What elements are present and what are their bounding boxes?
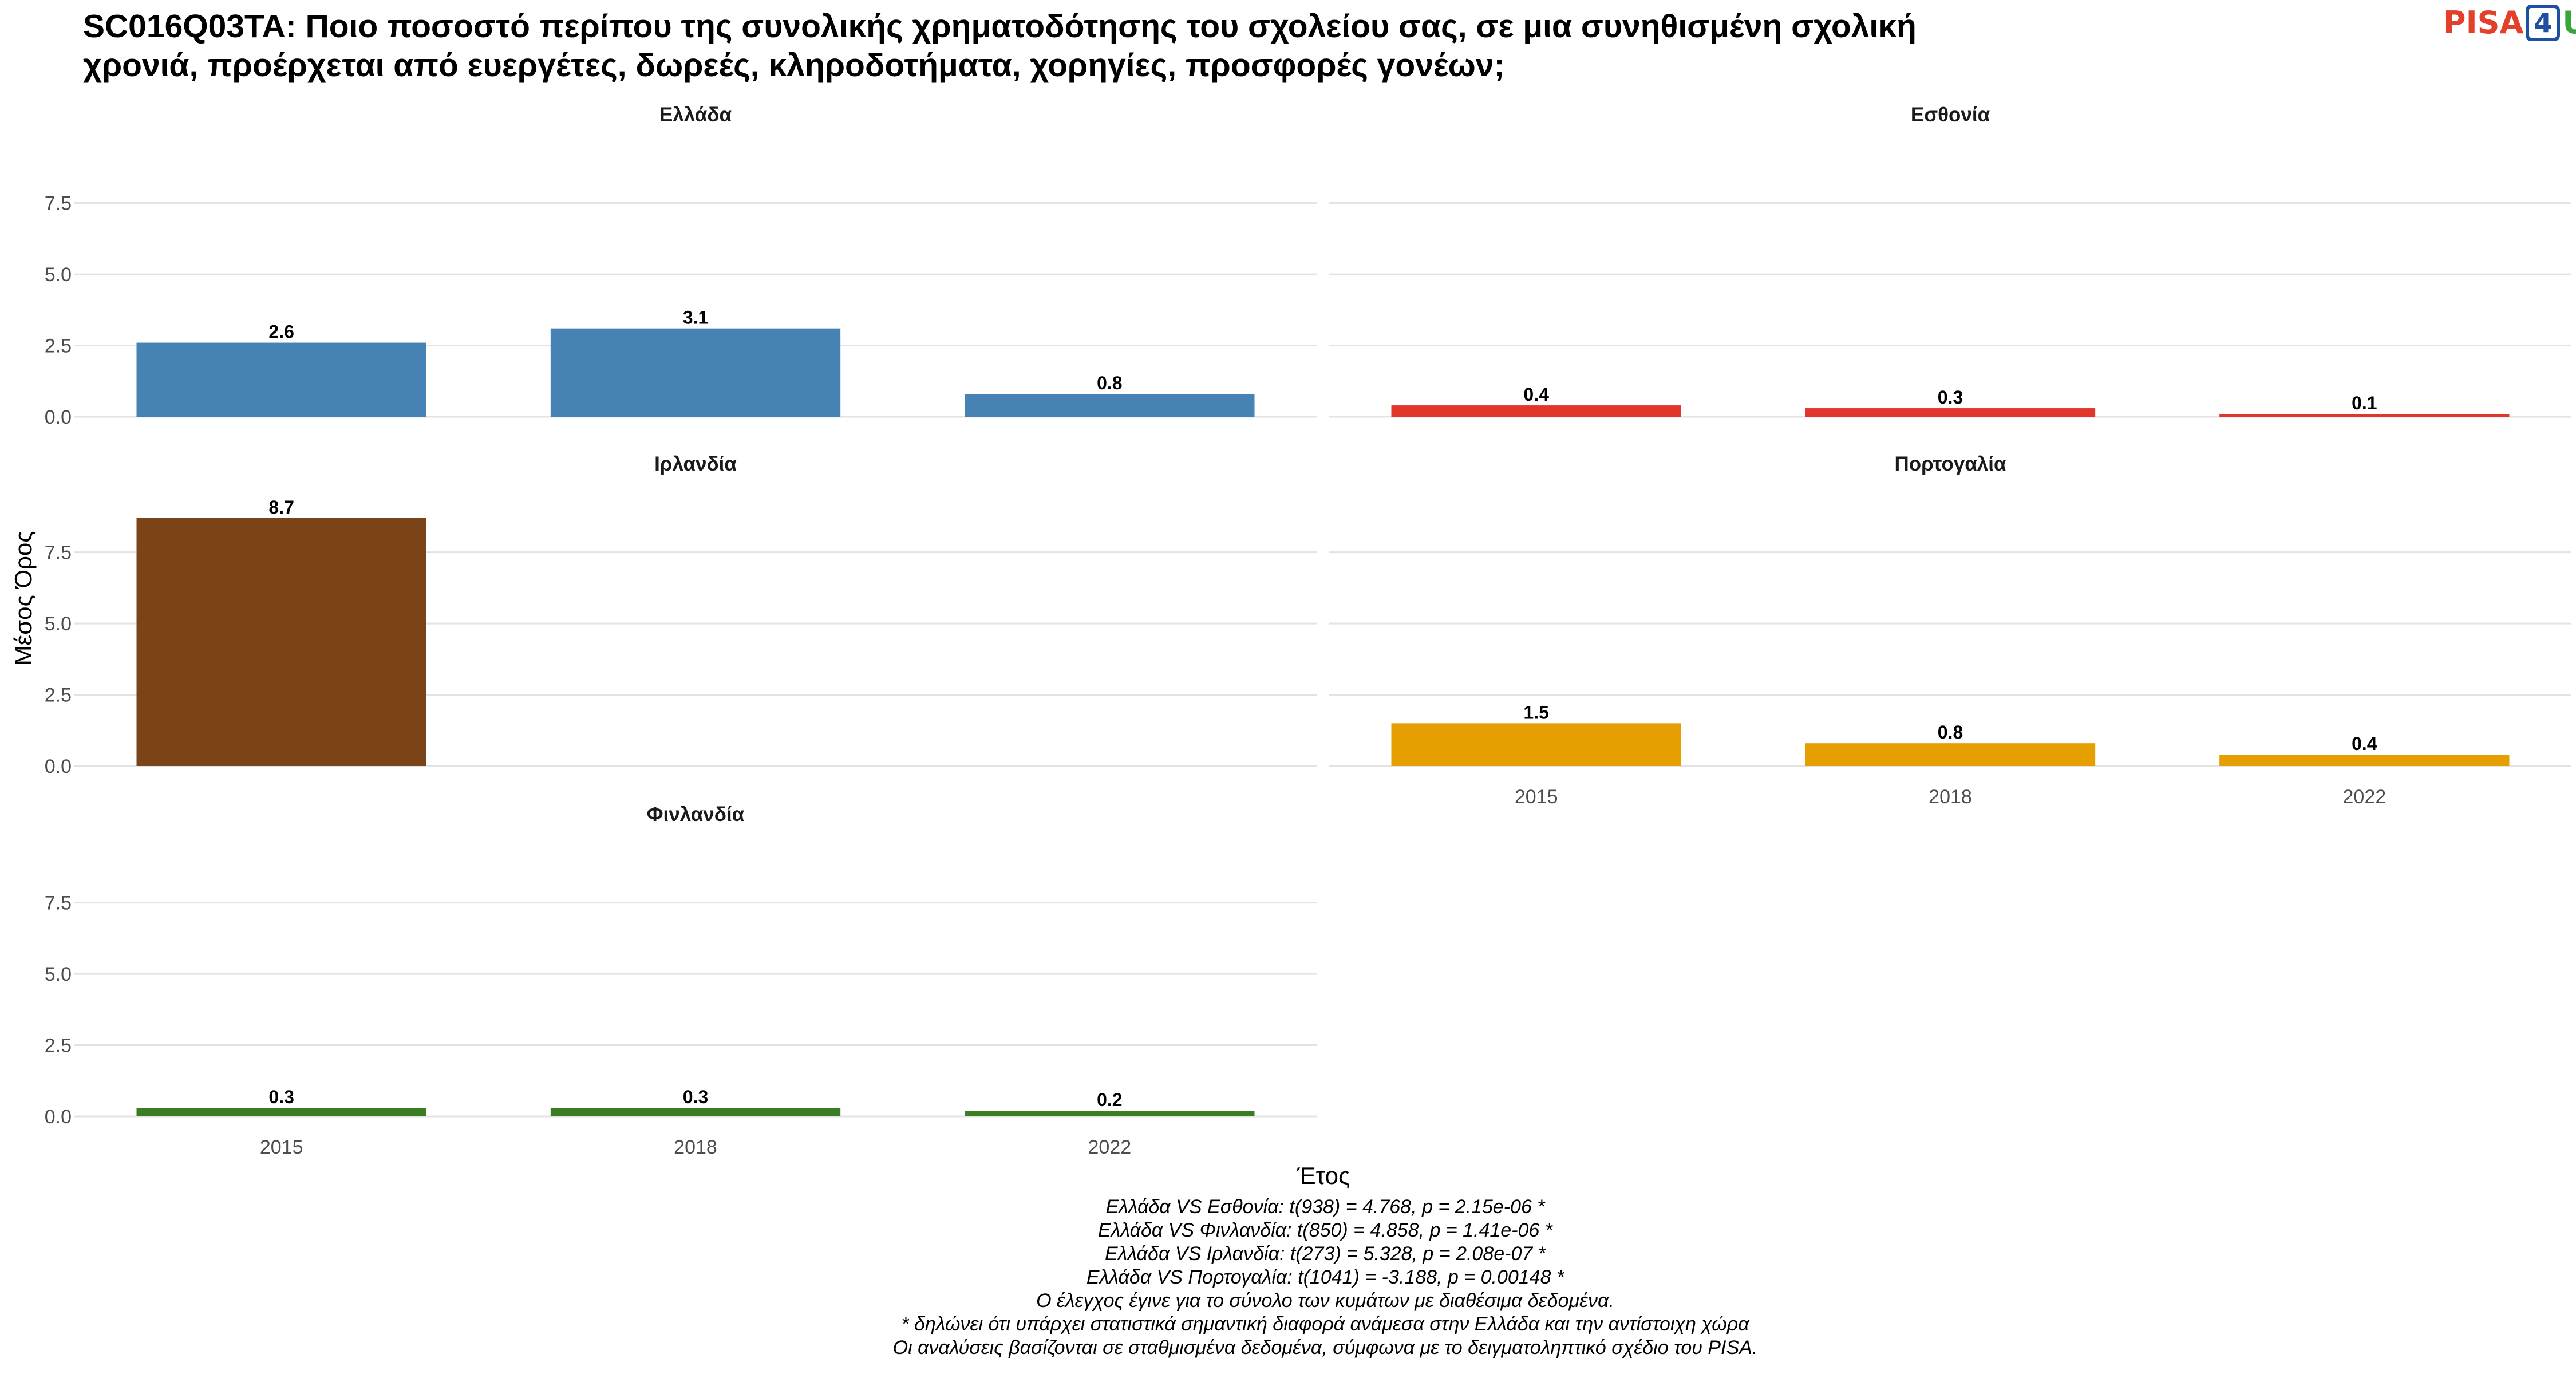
panel-2: Εσθονία 0.4 0.3 0.1 — [1329, 104, 2571, 418]
y-tick-label: 5.0 — [45, 964, 72, 985]
y-tick-label: 0.0 — [45, 1106, 72, 1128]
y-axis-title: Μέσος Όρος — [10, 531, 37, 666]
bar — [1805, 408, 2096, 417]
panel-strip-label: Πορτογαλία — [1894, 453, 2006, 475]
x-axis-title: Έτος — [1297, 1162, 1350, 1189]
bar-value-label: 0.3 — [683, 1087, 708, 1107]
note-line: Ο έλεγχος έγινε για το σύνολο των κυμάτω… — [1036, 1290, 1614, 1312]
bar — [550, 1108, 841, 1116]
y-tick-label: 2.5 — [45, 1035, 72, 1057]
logo-pisa-text: PISA — [2443, 5, 2524, 41]
title-line-1: SC016Q03TA: Ποιο ποσοστό περίπου της συν… — [83, 8, 1917, 45]
pisa4u-logo: PISA 4 U — [2443, 5, 2576, 41]
bar-value-label: 0.4 — [1523, 384, 1549, 405]
y-tick-label: 7.5 — [45, 542, 72, 564]
logo-four-box: 4 — [2526, 5, 2561, 41]
panel-3: Ιρλανδία 0.0 2.5 5.0 7.5 8.7 — [45, 453, 1317, 777]
panel-strip-label: Ιρλανδία — [654, 453, 737, 475]
bar — [2219, 414, 2510, 417]
title-line-2: χρονιά, προέρχεται από ευεργέτες, δωρεές… — [83, 47, 1505, 84]
bar — [136, 1108, 426, 1116]
x-tick-label: 2018 — [1929, 786, 1972, 808]
bar — [2219, 755, 2510, 766]
bar — [136, 342, 426, 417]
bar-value-label: 0.3 — [268, 1087, 294, 1107]
panel-strip-label: Ελλάδα — [659, 104, 732, 126]
bar-value-label: 2.6 — [268, 322, 294, 342]
bar-value-label: 3.1 — [683, 307, 708, 328]
bar — [965, 1111, 1255, 1116]
x-tick-label: 2018 — [674, 1136, 717, 1158]
bar-value-label: 0.4 — [2352, 733, 2377, 754]
bar — [136, 518, 426, 766]
bar-value-label: 0.1 — [2352, 393, 2377, 413]
bar — [550, 328, 841, 417]
y-tick-label: 2.5 — [45, 685, 72, 706]
y-tick-label: 5.0 — [45, 264, 72, 286]
panel-strip-label: Εσθονία — [1911, 104, 1990, 126]
bar-value-label: 0.8 — [1938, 722, 1963, 743]
x-tick-label: 2022 — [1088, 1136, 1132, 1158]
x-tick-label: 2022 — [2343, 786, 2387, 808]
y-tick-label: 7.5 — [45, 193, 72, 215]
bar-value-label: 0.8 — [1097, 373, 1122, 393]
caption-notes: Ελλάδα VS Εσθονία: t(938) = 4.768, p = 2… — [572, 1195, 2078, 1360]
bar-value-label: 0.3 — [1938, 387, 1963, 408]
panel-1: Ελλάδα 0.0 2.5 5.0 7.5 2.6 3.1 0.8 — [45, 104, 1317, 428]
panel-5: Φινλανδία 0.0 2.5 5.0 7.5 0.3 0.3 0.2 2015 2018 20… — [45, 803, 1317, 1158]
x-tick-label: 2015 — [1515, 786, 1558, 808]
note-line: Ελλάδα VS Φινλανδία: t(850) = 4.858, p =… — [1097, 1219, 1553, 1241]
y-tick-label: 0.0 — [45, 406, 72, 428]
bar-value-label: 0.2 — [1097, 1089, 1122, 1110]
y-tick-label: 2.5 — [45, 335, 72, 357]
note-line: Οι αναλύσεις βασίζονται σε σταθμισμένα δ… — [892, 1337, 1758, 1359]
y-tick-label: 5.0 — [45, 613, 72, 635]
bar — [965, 394, 1255, 417]
bar-value-label: 8.7 — [268, 497, 294, 518]
logo-u-text: U — [2562, 5, 2576, 41]
note-line: Ελλάδα VS Πορτογαλία: t(1041) = -3.188, … — [1086, 1266, 1564, 1288]
x-tick-label: 2015 — [260, 1136, 303, 1158]
note-line: Ελλάδα VS Εσθονία: t(938) = 4.768, p = 2… — [1105, 1196, 1545, 1218]
y-tick-label: 7.5 — [45, 893, 72, 914]
note-line: * δηλώνει ότι υπάρχει στατιστικά σημαντι… — [901, 1313, 1749, 1335]
panel-4: Πορτογαλία 1.5 0.8 0.4 2015 2018 2022 — [1329, 453, 2571, 808]
bar — [1391, 405, 1681, 417]
bar — [1805, 743, 2096, 766]
bar-value-label: 1.5 — [1523, 702, 1548, 722]
bar — [1391, 723, 1681, 766]
panel-strip-label: Φινλανδία — [647, 803, 745, 826]
note-line: Ελλάδα VS Ιρλανδία: t(273) = 5.328, p = … — [1105, 1243, 1546, 1265]
y-tick-label: 0.0 — [45, 756, 72, 777]
chart-title: SC016Q03TA: Ποιο ποσοστό περίπου της συν… — [83, 7, 2316, 85]
